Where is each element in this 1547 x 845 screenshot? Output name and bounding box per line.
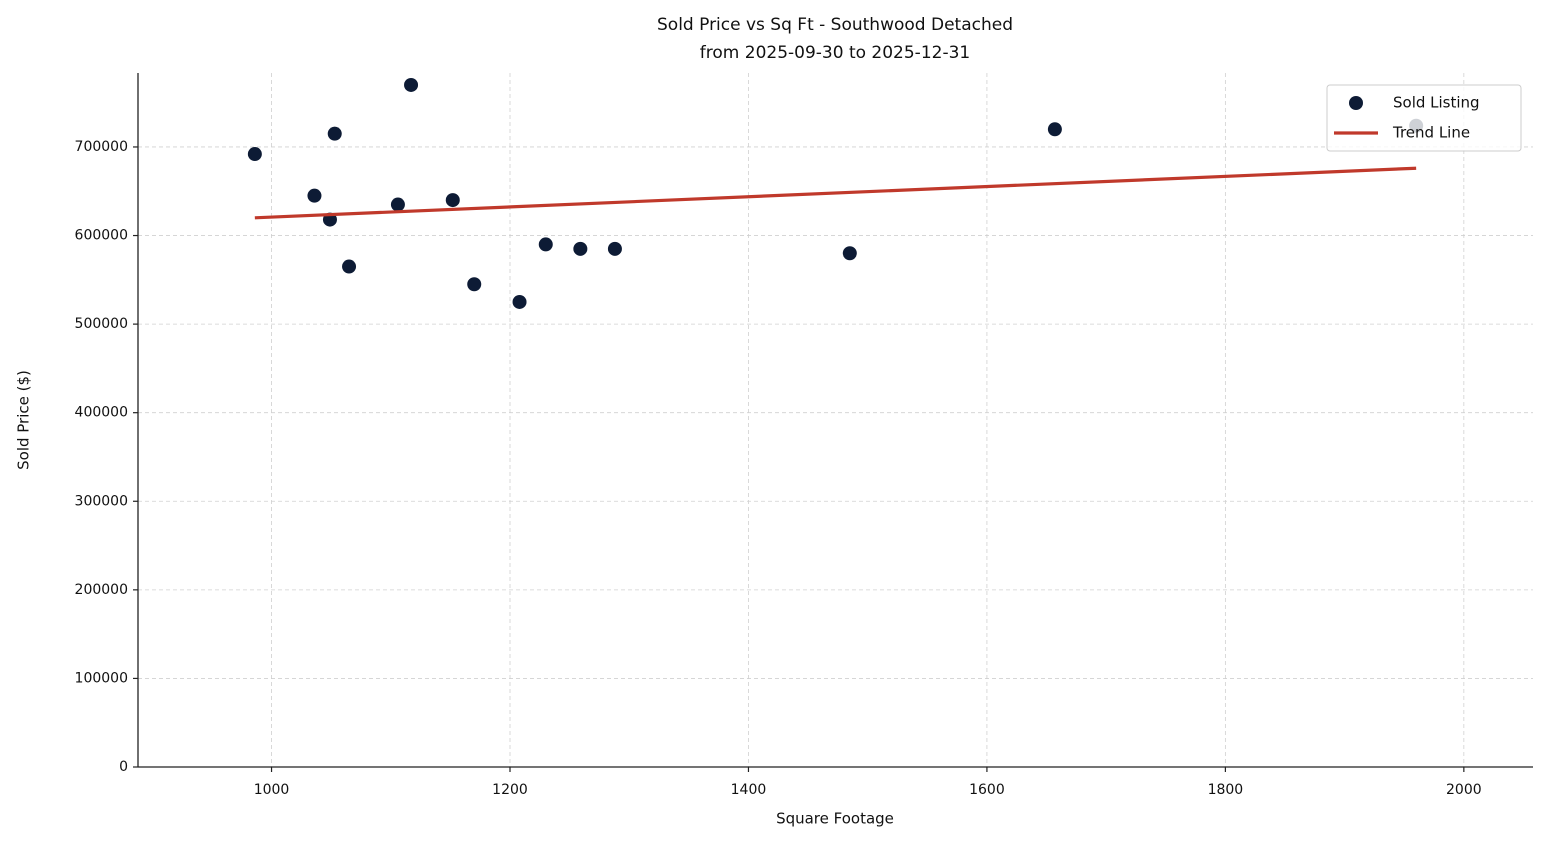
x-tick-label: 1600 [969, 782, 1005, 798]
y-tick-label: 400000 [75, 405, 128, 421]
point [342, 259, 357, 274]
y-tick-label: 500000 [75, 316, 128, 332]
trend-line [254, 166, 1417, 220]
point [327, 126, 342, 141]
point [467, 277, 482, 292]
chart-title: Sold Price vs Sq Ft - Southwood Detached [657, 15, 1013, 35]
point [573, 241, 588, 256]
point [390, 197, 405, 212]
legend-marker [1349, 96, 1363, 110]
x-tick-label: 1800 [1208, 782, 1244, 798]
point [307, 188, 322, 203]
point [445, 193, 460, 208]
point [404, 77, 419, 92]
legend-label: Trend Line [1392, 124, 1470, 142]
x-tick-label: 2000 [1446, 782, 1482, 798]
point [607, 241, 622, 256]
point [512, 294, 527, 309]
point [842, 246, 857, 261]
y-axis-label: Sold Price ($) [15, 370, 33, 470]
y-tick-label: 300000 [75, 493, 128, 509]
y-tick-label: 0 [119, 759, 128, 775]
y-tick-label: 700000 [75, 139, 128, 155]
legend: Sold Listing Trend Line [1326, 84, 1522, 152]
chart-subtitle: from 2025-09-30 to 2025-12-31 [700, 43, 970, 63]
point [1047, 122, 1062, 137]
point [538, 237, 553, 252]
legend-label: Sold Listing [1393, 94, 1480, 112]
x-tick-label: 1200 [492, 782, 528, 798]
x-tick-label: 1000 [254, 782, 290, 798]
y-tick-label: 600000 [75, 228, 128, 244]
x-tick-label: 1400 [731, 782, 767, 798]
point [247, 147, 262, 162]
y-tick-label: 100000 [75, 670, 128, 686]
y-tick-label: 200000 [75, 582, 128, 598]
x-axis-label: Square Footage [776, 810, 894, 828]
